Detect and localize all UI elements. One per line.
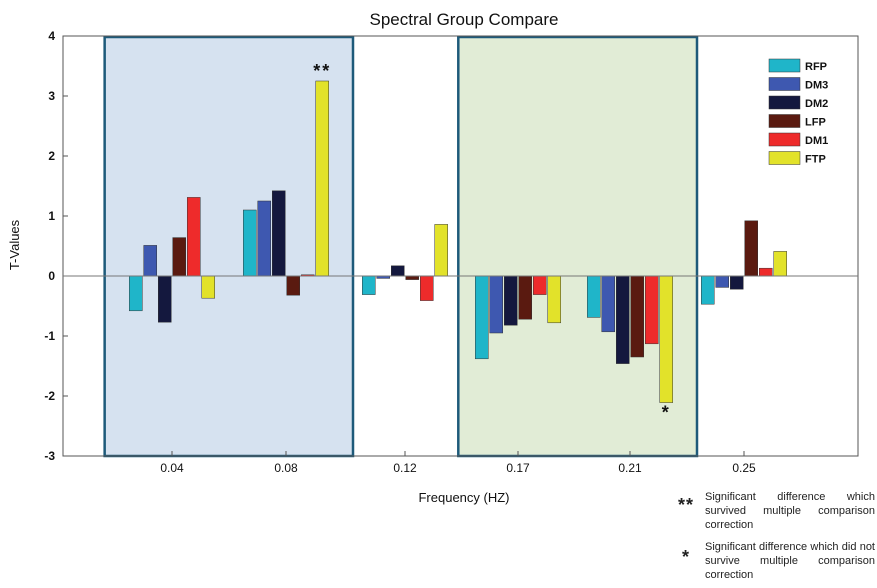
y-tick-label: 2: [48, 149, 55, 163]
legend-label-ftp: FTP: [805, 154, 826, 166]
bar-dm1: [420, 275, 434, 301]
bar-dm3: [489, 275, 503, 334]
significance-marker: *: [662, 403, 671, 423]
bar-rfp: [362, 275, 376, 295]
legend-label-dm2: DM2: [805, 98, 828, 110]
y-tick-label: -2: [44, 389, 55, 403]
footnote-symbol: *: [681, 547, 690, 567]
footnote-text: Significant difference which did not sur…: [705, 541, 875, 581]
legend-swatch-ftp: [768, 151, 801, 165]
legend-swatch-dm2: [768, 95, 801, 110]
legend-swatch-lfp: [768, 114, 801, 128]
legend-swatch-rfp: [768, 58, 801, 73]
bar-dm3: [715, 275, 729, 288]
x-tick-label: 0.12: [393, 461, 417, 475]
bar-rfp: [243, 209, 257, 277]
y-axis-label: T-Values: [7, 219, 22, 270]
bar-dm1: [533, 275, 547, 295]
chart-title: Spectral Group Compare: [370, 10, 559, 29]
bar-lfp: [518, 275, 532, 320]
bar-dm3: [601, 275, 615, 333]
bar-dm1: [187, 197, 201, 277]
bar-ftp: [547, 275, 561, 324]
legend: RFP DM3 DM2 LFP DM1 FTP: [768, 58, 828, 166]
bar-dm1: [759, 267, 773, 277]
footnote-symbol: **: [677, 495, 694, 515]
bar-rfp: [475, 275, 489, 360]
highlight-regions: [103, 35, 699, 458]
plot-area: [62, 35, 859, 457]
bar-rfp: [701, 275, 715, 305]
bar-ftp: [773, 251, 787, 277]
bar-dm2: [272, 190, 286, 277]
x-axis-label: Frequency (HZ): [418, 490, 509, 505]
x-tick-label: 0.25: [732, 461, 756, 475]
bar-lfp: [630, 275, 644, 358]
bar-dm3: [257, 200, 271, 277]
bar-dm2: [504, 275, 518, 326]
annotations: ***: [313, 61, 671, 423]
bar-dm3: [143, 245, 157, 277]
x-tick-label: 0.08: [274, 461, 298, 475]
bars: [129, 80, 787, 403]
y-tick-label: -3: [44, 449, 55, 463]
bar-ftp: [659, 275, 673, 403]
bar-dm2: [730, 275, 744, 290]
bar-rfp: [129, 275, 143, 312]
bar-dm1: [645, 275, 659, 345]
y-tick-label: 3: [48, 89, 55, 103]
bar-dm2: [391, 265, 405, 277]
y-tick-label: -1: [44, 329, 55, 343]
y-tick-label: 4: [48, 29, 55, 43]
y-tick-label: 0: [48, 269, 55, 283]
legend-label-dm1: DM1: [805, 135, 828, 147]
legend-swatch-dm3: [768, 77, 801, 91]
y-axis: -3 -2 -1 0 1 2 3 4: [44, 29, 68, 463]
bar-lfp: [286, 275, 300, 296]
x-tick-label: 0.21: [618, 461, 642, 475]
footnote-text: Significant difference which survived mu…: [705, 491, 875, 531]
legend-label-lfp: LFP: [805, 117, 826, 129]
bar-dm2: [158, 275, 172, 323]
highlight-region: [457, 35, 699, 458]
legend-label-dm3: DM3: [805, 80, 828, 92]
bar-lfp: [405, 275, 419, 280]
y-tick-label: 1: [48, 209, 55, 223]
bar-ftp: [315, 80, 329, 277]
bar-dm2: [616, 275, 630, 364]
x-tick-label: 0.17: [506, 461, 530, 475]
legend-label-rfp: RFP: [805, 61, 827, 73]
bar-lfp: [744, 220, 758, 277]
bar-lfp: [172, 237, 186, 277]
x-tick-label: 0.04: [160, 461, 184, 475]
legend-swatch-dm1: [768, 132, 801, 147]
bar-rfp: [587, 275, 601, 318]
significance-marker: **: [313, 61, 331, 81]
bar-ftp: [434, 224, 448, 277]
x-axis: 0.04 0.08 0.12 0.17 0.21 0.25: [160, 451, 756, 475]
bar-ftp: [201, 275, 215, 299]
